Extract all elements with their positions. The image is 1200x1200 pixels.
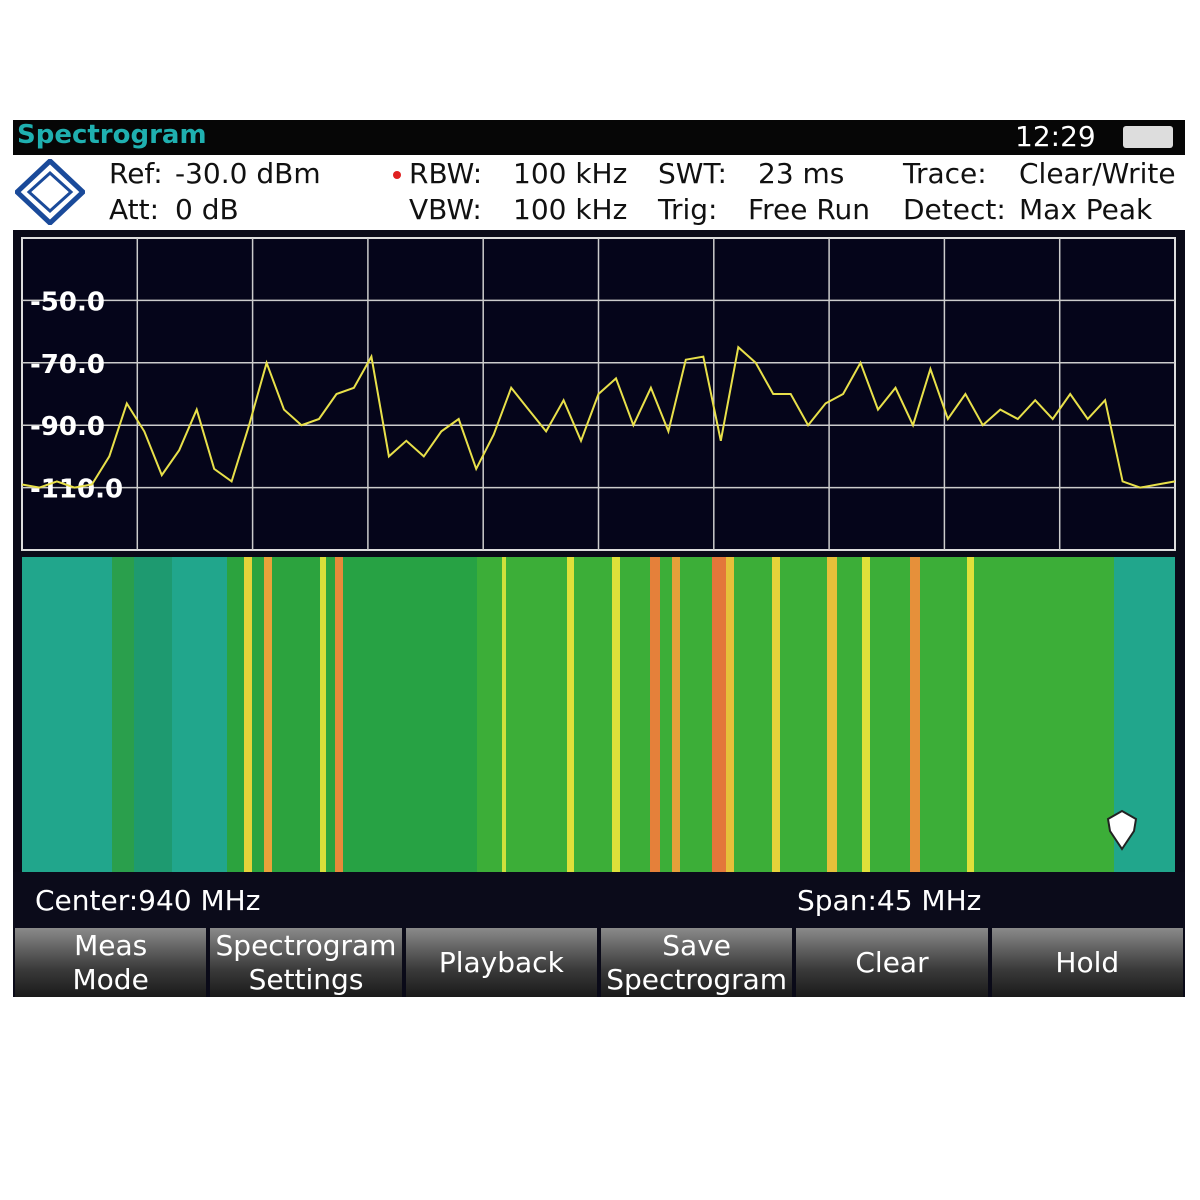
marker	[1106, 809, 1138, 851]
rbw-label: RBW:	[409, 157, 483, 190]
softkey-label: Save	[662, 928, 732, 962]
softkey[interactable]: Playback	[405, 928, 597, 997]
settings-panel: Ref: -30.0 dBm Att: 0 dB RBW: 100 kHz VB…	[13, 155, 1185, 230]
detect-value: Max Peak	[1019, 193, 1153, 226]
rbw-value: 100 kHz	[513, 157, 628, 190]
y-tick-label: -90.0	[30, 412, 105, 442]
frequency-bar: Center:940 MHz Span:45 MHz	[13, 872, 1185, 928]
trace-label: Trace:	[903, 157, 987, 190]
ref-label: Ref:	[109, 157, 163, 190]
center-frequency: Center:940 MHz	[35, 884, 261, 917]
att-value: 0 dB	[175, 193, 239, 226]
att-label: Att:	[109, 193, 160, 226]
vbw-label: VBW:	[409, 193, 482, 226]
spectrum-plot: -50.0 -70.0 -90.0 -110.0	[21, 237, 1176, 551]
y-tick-label: -50.0	[30, 287, 105, 317]
battery-icon	[1123, 126, 1173, 148]
rbw-indicator	[393, 171, 401, 179]
softkey[interactable]: Meas Mode	[15, 928, 207, 997]
softkey-label: Mode	[72, 962, 149, 996]
title-bar: Spectrogram 12:29	[13, 120, 1185, 155]
softkey-label: Spectrogram	[215, 928, 397, 962]
trig-label: Trig:	[658, 193, 718, 226]
trace	[21, 345, 1176, 489]
y-tick-label: -110.0	[30, 475, 123, 505]
ref-value: -30.0 dBm	[175, 157, 321, 190]
logo	[15, 159, 85, 225]
softkey[interactable]: Hold	[991, 928, 1183, 997]
y-tick-label: -70.0	[30, 350, 105, 380]
analyzer-screen: Spectrogram 12:29 Ref: -30.0 dBm Att: 0 …	[13, 120, 1185, 997]
spectrogram-waterfall	[22, 557, 1175, 872]
softkey-label: Meas	[74, 928, 148, 962]
softkey[interactable]: Save Spectrogram	[600, 928, 793, 997]
softkey[interactable]: Clear	[796, 928, 988, 997]
swt-value: 23 ms	[758, 157, 845, 190]
span: Span:45 MHz	[797, 884, 982, 917]
vbw-value: 100 kHz	[513, 193, 628, 226]
softkey[interactable]: Spectrogram Settings	[210, 928, 402, 997]
softkey-label: Playback	[438, 945, 564, 979]
swt-label: SWT:	[658, 157, 727, 190]
softkey-label: Spectrogram	[606, 962, 788, 996]
softkey-label: Hold	[1055, 945, 1120, 979]
softkey-label: Settings	[248, 962, 364, 996]
softkey-bar: Meas Mode Spectrogram Settings Playback Save S…	[13, 928, 1185, 997]
detect-label: Detect:	[903, 193, 1006, 226]
clock: 12:29	[1015, 120, 1096, 153]
mode-title: Spectrogram	[17, 120, 207, 150]
trace-value: Clear/Write	[1019, 157, 1176, 190]
trig-value: Free Run	[748, 193, 871, 226]
softkey-label: Clear	[855, 945, 929, 979]
